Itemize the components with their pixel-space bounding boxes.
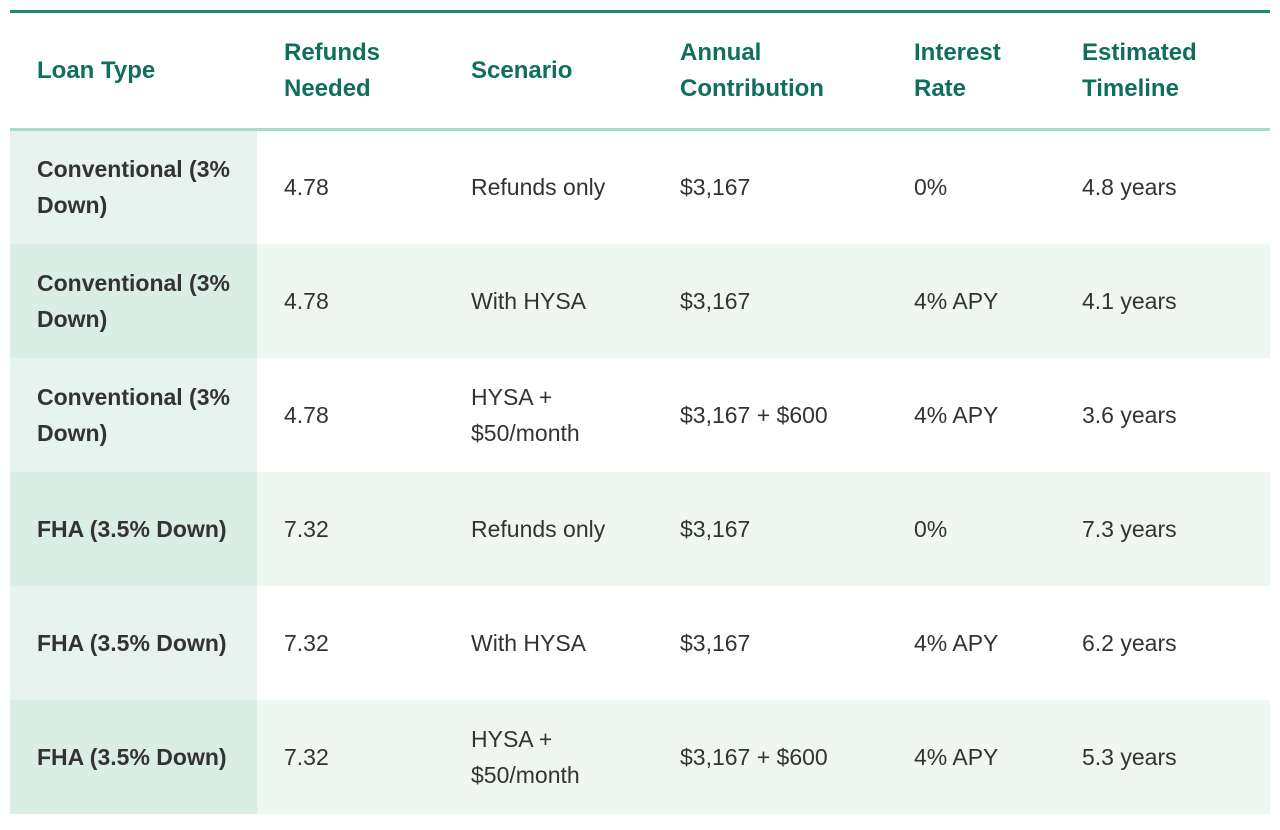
column-header: Loan Type [10,11,257,131]
table-cell: 4% APY [887,243,1055,358]
table-row: Conventional (3% Down) 4.78 With HYSA $3,16… [10,243,1270,358]
table-row: FHA (3.5% Down) 7.32 With HYSA $3,167 4% APY… [10,585,1270,700]
table-cell: 6.2 years [1082,629,1177,656]
savings-table: Loan Type Refunds Needed Scenario Annual Co… [10,10,1270,814]
table-cell: 4.78 [257,243,444,358]
table-cell: 0% [887,471,1055,586]
table-cell: 7.32 [257,699,444,814]
table-row: Conventional (3% Down) 4.78 Refunds only $3… [10,129,1270,244]
table-cell: 4.8 years [1082,174,1177,201]
table-cell: HYSA + $50/month [444,699,653,814]
table-cell: 0% [914,174,948,201]
table-cell: Refunds only [444,471,653,586]
row-header-cell: Conventional (3% Down) [10,357,257,472]
table-cell: Refunds only [471,174,606,201]
table-cell: 7.3 years [1055,471,1270,586]
column-header: Annual Contribution [653,11,887,131]
table-cell: HYSA + $50/month [471,383,580,446]
table-container: Loan Type Refunds Needed Scenario Annual Co… [10,10,1270,814]
row-header-cell: FHA (3.5% Down) [10,471,257,586]
table-cell: $3,167 [680,629,751,656]
table-cell: $3,167 [653,243,887,358]
table-cell: 7.32 [284,629,329,656]
table-row: FHA (3.5% Down) 7.32 Refunds only $3,167 0% 7… [10,471,1270,586]
table-cell: 4% APY [914,629,999,656]
column-header: Interest Rate [887,11,1055,131]
table-cell: 5.3 years [1055,699,1270,814]
table-body: Conventional (3% Down) 4.78 Refunds only $3… [10,129,1270,814]
table-cell: 3.6 years [1082,401,1177,428]
row-header-cell: FHA (3.5% Down) [10,585,257,700]
table-cell: 4.78 [284,174,329,201]
column-header: Estimated Timeline [1055,11,1270,131]
row-header-cell: Conventional (3% Down) [10,129,257,244]
table-cell: $3,167 [680,174,751,201]
table-cell: 7.32 [257,471,444,586]
table-cell: $3,167 + $600 [653,699,887,814]
table-cell: With HYSA [471,629,587,656]
table-header: Loan Type Refunds Needed Scenario Annual Co… [10,11,1270,131]
table-cell: 4% APY [887,699,1055,814]
table-row: Conventional (3% Down) 4.78 HYSA + $50/mon… [10,357,1270,472]
table-cell: 4% APY [914,401,999,428]
table-cell: 4.1 years [1055,243,1270,358]
column-header: Scenario [444,11,653,131]
table-cell: $3,167 [653,471,887,586]
column-header: Refunds Needed [257,11,444,131]
table-cell: With HYSA [444,243,653,358]
table-cell: 4.78 [284,401,329,428]
row-header-cell: FHA (3.5% Down) [10,699,257,814]
row-header-cell: Conventional (3% Down) [10,243,257,358]
table-row: FHA (3.5% Down) 7.32 HYSA + $50/month $3,16… [10,699,1270,814]
header-row: Loan Type Refunds Needed Scenario Annual Co… [10,11,1270,131]
table-cell: $3,167 + $600 [680,401,828,428]
